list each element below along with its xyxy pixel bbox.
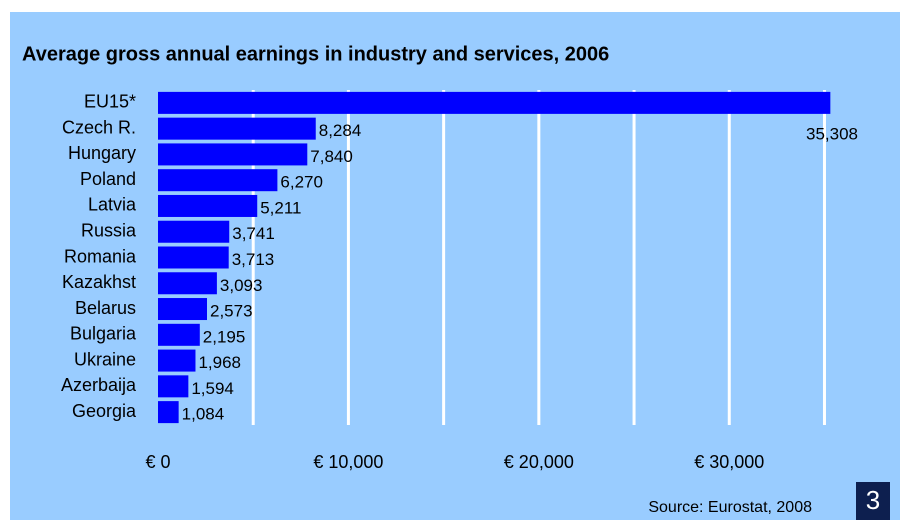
y-tick-label: Ukraine xyxy=(74,349,136,369)
y-tick-label: Russia xyxy=(81,220,137,240)
page-number-box xyxy=(856,482,890,520)
x-tick-label: € 0 xyxy=(145,452,170,472)
y-tick-label: Hungary xyxy=(68,143,136,163)
x-tick-label: € 20,000 xyxy=(504,452,574,472)
bar xyxy=(158,349,196,372)
page-number: 3 xyxy=(866,485,880,515)
bar xyxy=(158,375,189,398)
bar xyxy=(158,401,179,424)
value-label: 2,573 xyxy=(210,302,253,321)
bar xyxy=(158,91,831,114)
bar xyxy=(158,169,278,192)
bar xyxy=(158,272,217,295)
background xyxy=(10,12,900,520)
y-tick-label: Georgia xyxy=(72,401,137,421)
value-label: 1,968 xyxy=(198,353,241,372)
bar xyxy=(158,220,230,243)
value-label: 3,713 xyxy=(232,250,275,269)
value-label: 5,211 xyxy=(260,198,301,217)
y-tick-label: Latvia xyxy=(88,195,137,215)
value-label: 1,084 xyxy=(182,405,225,424)
bar xyxy=(158,194,258,217)
y-tick-label: Czech R. xyxy=(62,117,136,137)
value-label: 2,195 xyxy=(203,327,246,346)
bar xyxy=(158,323,200,346)
y-tick-label: Belarus xyxy=(75,298,136,318)
value-label: 7,840 xyxy=(310,147,353,166)
bar xyxy=(158,246,229,269)
y-tick-label: Romania xyxy=(64,246,137,266)
x-tick-label: € 10,000 xyxy=(313,452,383,472)
value-label: 1,594 xyxy=(191,379,234,398)
value-label: 35,308 xyxy=(806,124,858,143)
y-tick-label: Poland xyxy=(80,169,136,189)
y-tick-label: EU15* xyxy=(84,92,136,112)
bar xyxy=(158,143,308,166)
value-label: 6,270 xyxy=(280,173,323,192)
source: Source: Eurostat, 2008 xyxy=(648,499,812,516)
bar xyxy=(158,117,316,140)
value-label: 3,093 xyxy=(220,276,263,295)
y-tick-label: Azerbaija xyxy=(61,375,137,395)
x-tick-label: € 30,000 xyxy=(694,452,764,472)
chart-title: Average gross annual earnings in industr… xyxy=(22,43,609,65)
value-label: 3,741 xyxy=(232,224,275,243)
y-tick-label: Kazakhst xyxy=(62,272,136,292)
value-label: 8,284 xyxy=(319,121,362,140)
y-tick-label: Bulgaria xyxy=(70,324,137,344)
bar xyxy=(158,298,207,321)
